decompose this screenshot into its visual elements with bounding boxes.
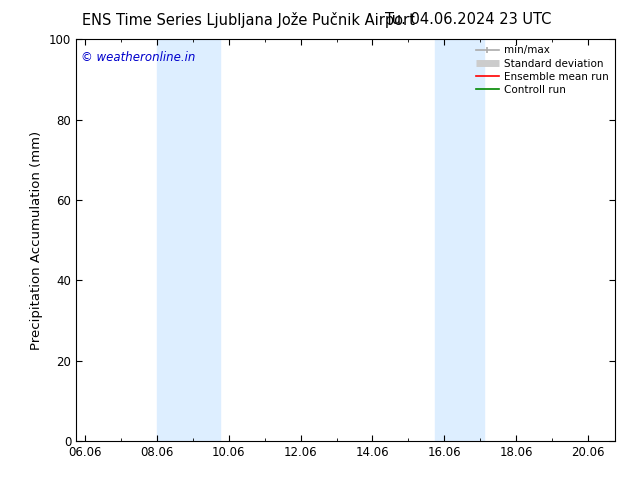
Legend: min/max, Standard deviation, Ensemble mean run, Controll run: min/max, Standard deviation, Ensemble me… (472, 41, 613, 99)
Text: Tu. 04.06.2024 23 UTC: Tu. 04.06.2024 23 UTC (385, 12, 552, 27)
Bar (436, 39, 484, 441)
Text: ENS Time Series Ljubljana Jože Pučnik Airport: ENS Time Series Ljubljana Jože Pučnik Ai… (82, 12, 415, 28)
Y-axis label: Precipitation Accumulation (mm): Precipitation Accumulation (mm) (30, 130, 43, 350)
Text: © weatheronline.in: © weatheronline.in (81, 51, 196, 64)
Bar (157, 39, 220, 441)
